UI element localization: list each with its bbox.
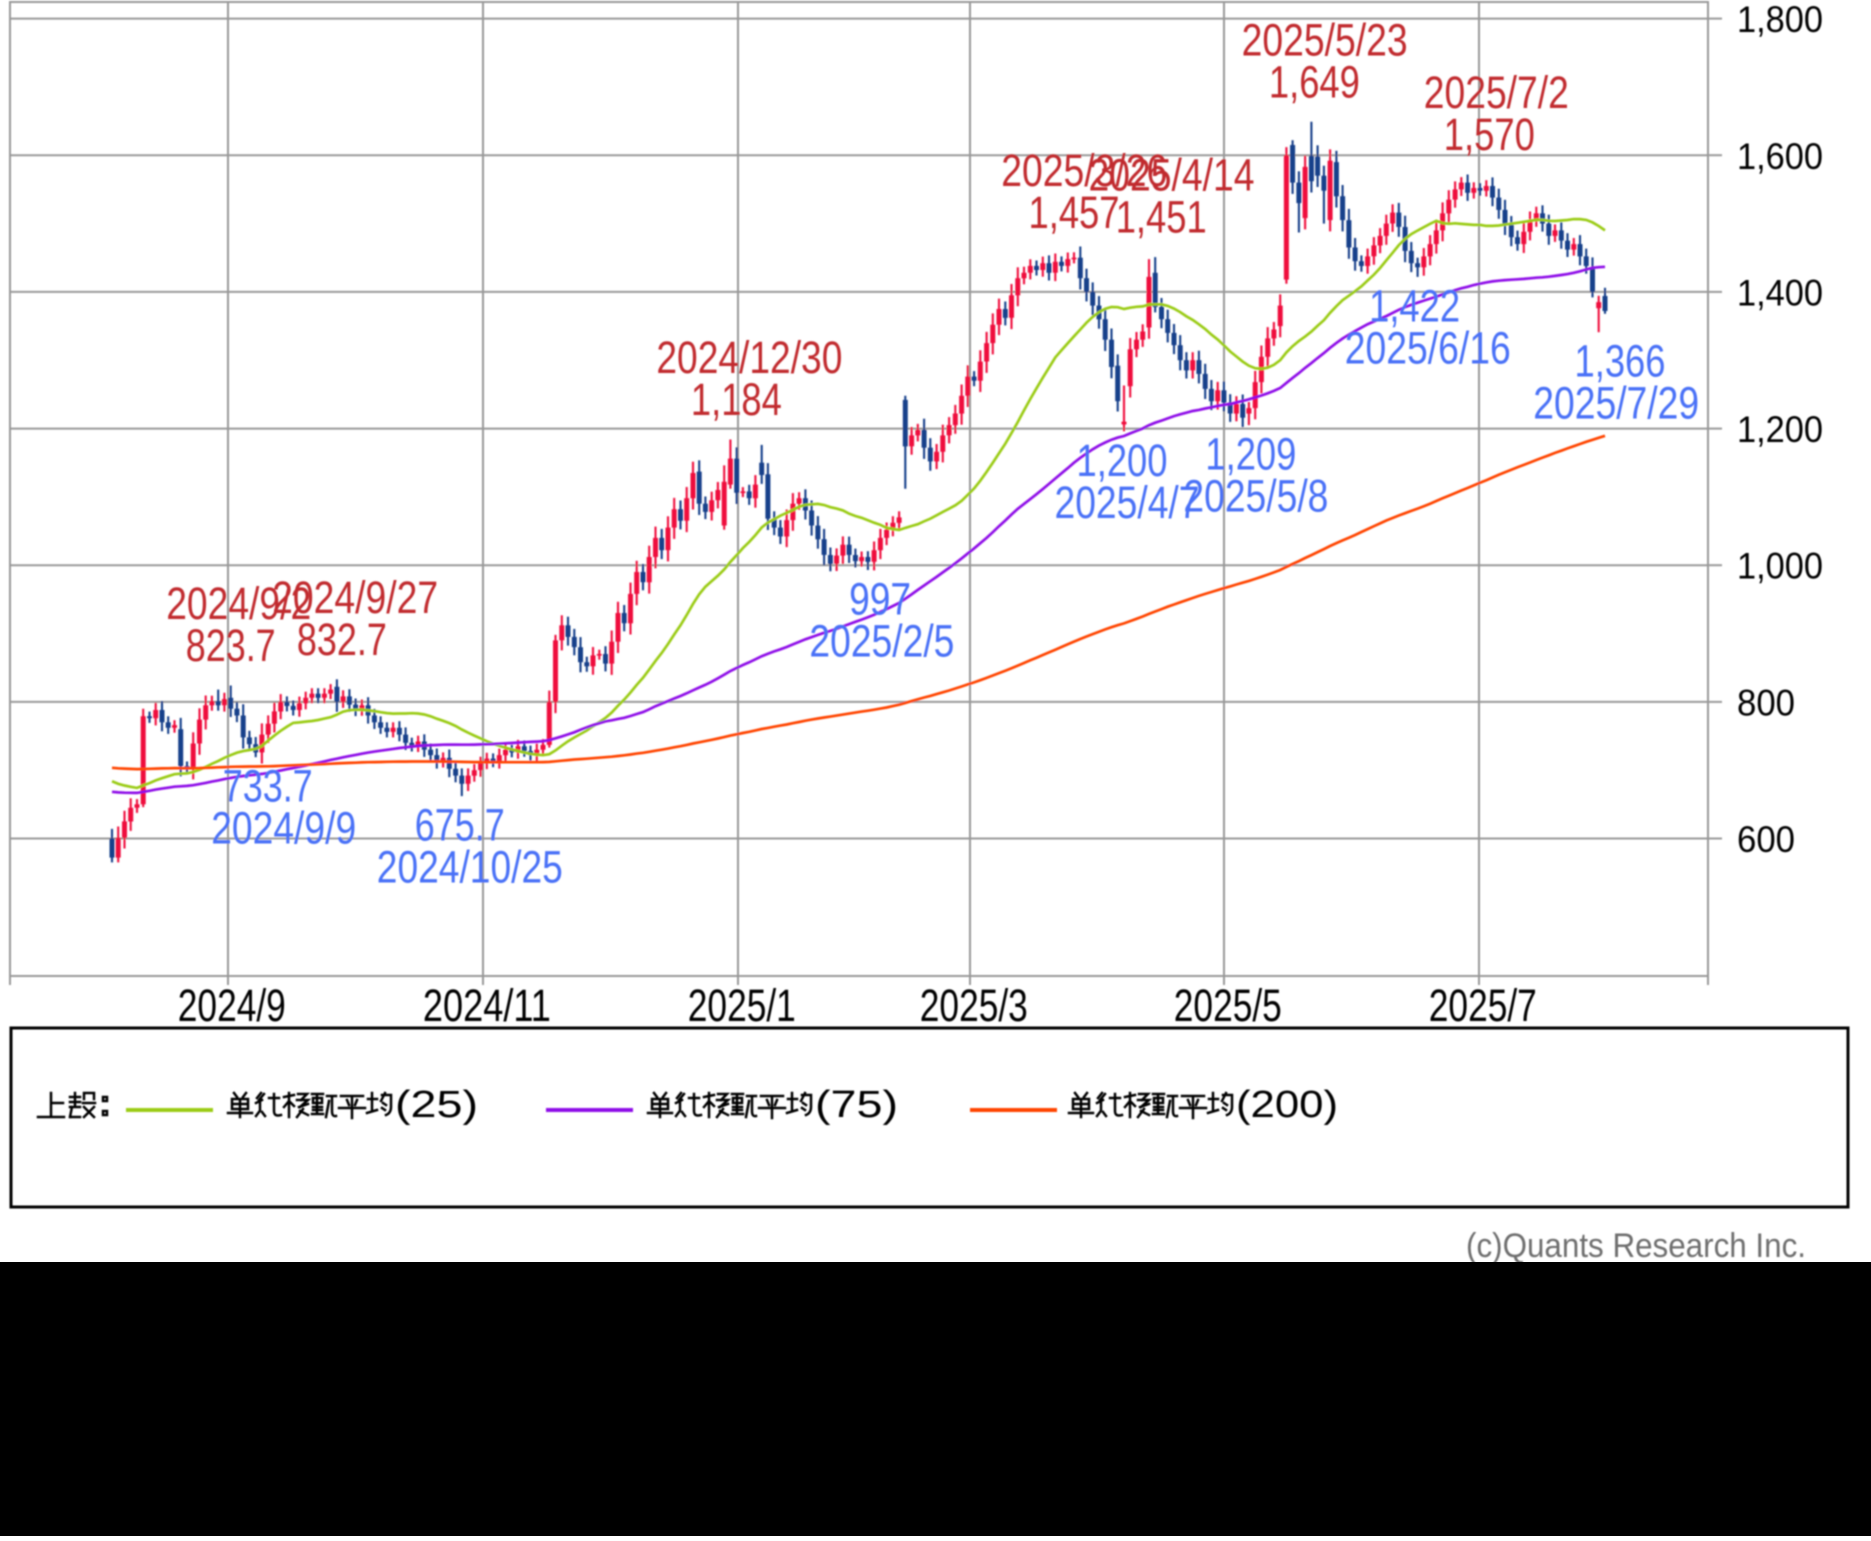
svg-text:1,457: 1,457 (1029, 187, 1120, 238)
svg-text:2024/11: 2024/11 (423, 980, 551, 1031)
svg-text:2024/10/25: 2024/10/25 (377, 842, 563, 893)
svg-text:1,570: 1,570 (1444, 109, 1535, 160)
svg-text:2025/4/7: 2025/4/7 (1055, 477, 1200, 528)
svg-text:1,649: 1,649 (1269, 56, 1360, 107)
svg-text:823.7: 823.7 (186, 620, 276, 671)
svg-text:2024/9: 2024/9 (178, 980, 286, 1031)
svg-text:832.7: 832.7 (297, 614, 387, 665)
svg-text:(200): (200) (1236, 1084, 1338, 1126)
svg-text:2024/9/27: 2024/9/27 (272, 572, 438, 623)
svg-text:2025/5: 2025/5 (1174, 980, 1282, 1031)
svg-text:997: 997 (849, 574, 911, 625)
svg-text:(25): (25) (395, 1084, 478, 1126)
svg-text:(c)Quants Research Inc.: (c)Quants Research Inc. (1466, 1227, 1806, 1265)
svg-text:1,600: 1,600 (1737, 136, 1823, 177)
svg-text:2024/12/30: 2024/12/30 (656, 332, 842, 383)
svg-text:1,366: 1,366 (1575, 336, 1666, 387)
svg-text:2025/5/8: 2025/5/8 (1183, 471, 1328, 522)
svg-text:733.7: 733.7 (223, 761, 313, 812)
svg-text:2025/7: 2025/7 (1429, 980, 1537, 1031)
svg-text:2025/6/16: 2025/6/16 (1345, 322, 1511, 373)
svg-text:1,800: 1,800 (1737, 0, 1823, 40)
svg-text:2025/3/26: 2025/3/26 (1001, 145, 1167, 196)
svg-text:1,451: 1,451 (1116, 192, 1207, 243)
svg-text:2025/4/14: 2025/4/14 (1089, 150, 1255, 201)
svg-text:2025/7/2: 2025/7/2 (1424, 67, 1569, 118)
svg-text:800: 800 (1737, 682, 1795, 723)
svg-text:2024/9/9: 2024/9/9 (211, 803, 356, 854)
svg-text:2025/1: 2025/1 (688, 980, 796, 1031)
svg-text:1,200: 1,200 (1077, 435, 1168, 486)
svg-text:(75): (75) (815, 1084, 898, 1126)
svg-text:2025/3: 2025/3 (920, 980, 1028, 1031)
svg-text:2025/5/23: 2025/5/23 (1242, 14, 1408, 65)
svg-text:2025/2/5: 2025/2/5 (809, 616, 954, 667)
svg-text:1,400: 1,400 (1737, 272, 1823, 313)
svg-text:1,209: 1,209 (1205, 429, 1296, 480)
svg-text:675.7: 675.7 (415, 800, 505, 851)
svg-text:2025/7/29: 2025/7/29 (1533, 378, 1699, 429)
svg-text:1,200: 1,200 (1737, 409, 1823, 450)
svg-text:2024/9/2: 2024/9/2 (166, 578, 311, 629)
svg-text:1,422: 1,422 (1369, 280, 1460, 331)
svg-text:1,000: 1,000 (1737, 546, 1823, 587)
svg-text:600: 600 (1737, 819, 1795, 860)
svg-text:1,184: 1,184 (691, 374, 782, 425)
